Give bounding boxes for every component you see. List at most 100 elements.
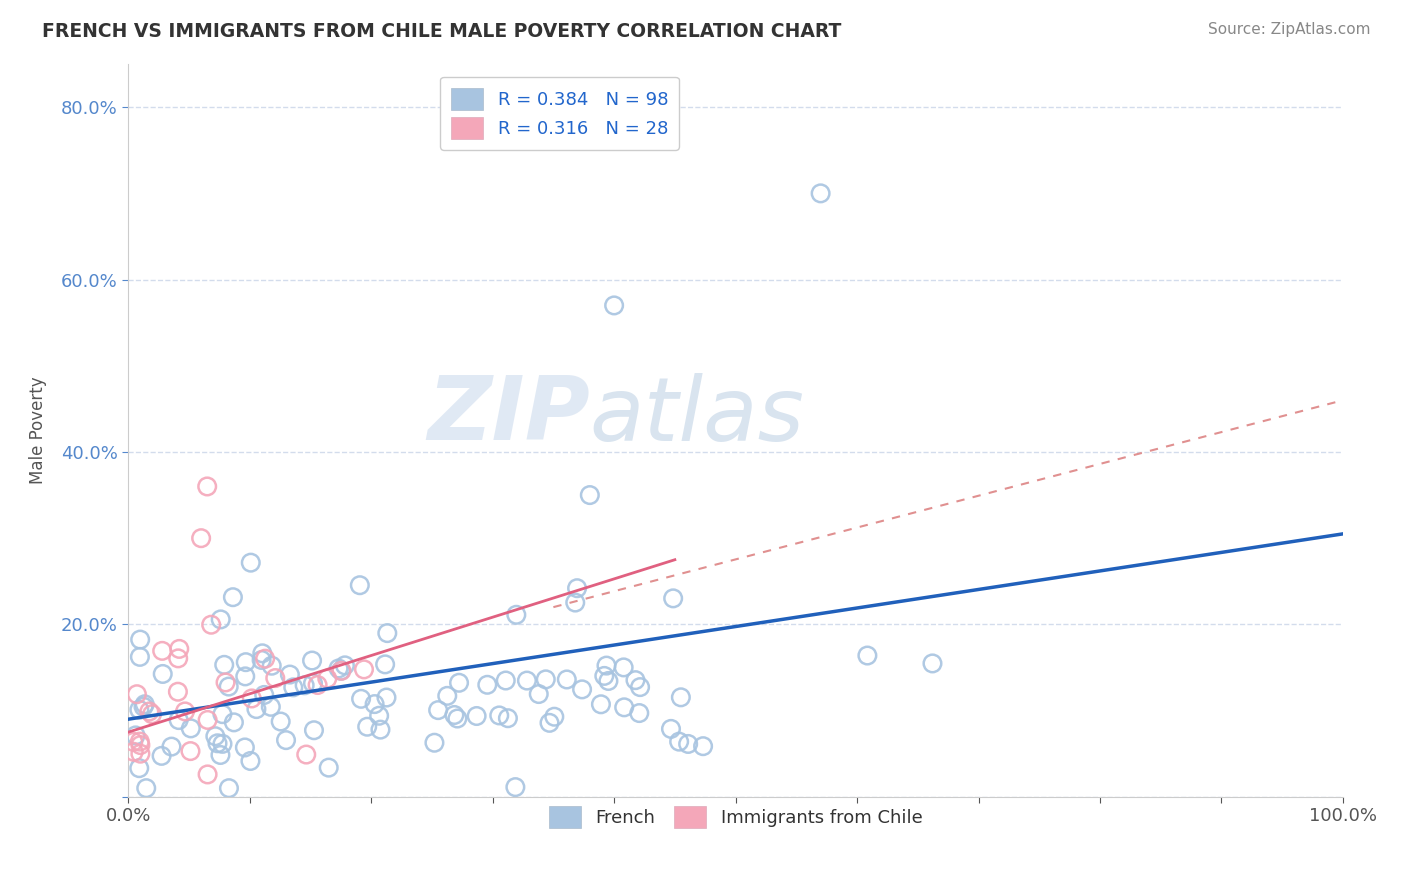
Point xyxy=(516,673,538,688)
Point xyxy=(134,698,156,712)
Point xyxy=(527,687,550,701)
Point xyxy=(333,658,356,673)
Point xyxy=(128,703,150,717)
Point xyxy=(668,734,690,748)
Point xyxy=(129,632,152,647)
Point xyxy=(160,739,183,754)
Point xyxy=(218,781,240,796)
Point xyxy=(218,680,240,694)
Point xyxy=(676,737,699,751)
Text: atlas: atlas xyxy=(591,373,804,458)
Point xyxy=(488,708,510,723)
Point xyxy=(302,723,325,738)
Point xyxy=(122,735,145,749)
Point xyxy=(152,667,174,681)
Point xyxy=(260,699,283,714)
Point xyxy=(307,678,329,692)
Point xyxy=(628,680,651,694)
Point xyxy=(423,736,446,750)
Point xyxy=(190,531,212,545)
Point xyxy=(141,707,163,722)
Point xyxy=(294,678,316,692)
Point xyxy=(135,781,157,796)
Point xyxy=(353,662,375,676)
Point xyxy=(128,761,150,775)
Point xyxy=(252,646,274,660)
Point xyxy=(921,657,943,671)
Point xyxy=(209,747,232,762)
Point xyxy=(856,648,879,663)
Point xyxy=(180,722,202,736)
Point xyxy=(132,699,155,714)
Point xyxy=(167,651,190,665)
Point xyxy=(128,734,150,748)
Point xyxy=(179,744,201,758)
Point xyxy=(538,715,561,730)
Point xyxy=(214,675,236,690)
Point xyxy=(204,729,226,743)
Point xyxy=(810,186,832,201)
Point xyxy=(571,682,593,697)
Point xyxy=(250,653,273,667)
Point xyxy=(270,714,292,729)
Point xyxy=(150,748,173,763)
Point xyxy=(505,607,527,622)
Point xyxy=(436,689,458,703)
Point xyxy=(603,298,626,312)
Point xyxy=(125,687,148,701)
Point xyxy=(443,708,465,723)
Point xyxy=(174,705,197,719)
Point xyxy=(301,654,323,668)
Point xyxy=(318,761,340,775)
Point xyxy=(595,658,617,673)
Point xyxy=(274,733,297,747)
Point xyxy=(579,488,602,502)
Point xyxy=(624,673,647,687)
Point xyxy=(264,671,287,685)
Point xyxy=(197,767,219,781)
Point xyxy=(128,649,150,664)
Point xyxy=(211,737,233,751)
Point xyxy=(167,713,190,727)
Point xyxy=(565,581,588,595)
Point xyxy=(207,736,229,750)
Point xyxy=(446,712,468,726)
Point xyxy=(233,740,256,755)
Point xyxy=(659,722,682,736)
Point xyxy=(589,698,612,712)
Point xyxy=(212,657,235,672)
Point xyxy=(669,690,692,705)
Text: ZIP: ZIP xyxy=(427,372,591,459)
Point xyxy=(374,657,396,672)
Point xyxy=(200,617,222,632)
Text: FRENCH VS IMMIGRANTS FROM CHILE MALE POVERTY CORRELATION CHART: FRENCH VS IMMIGRANTS FROM CHILE MALE POV… xyxy=(42,22,842,41)
Point xyxy=(349,578,371,592)
Point xyxy=(253,688,276,702)
Point xyxy=(222,715,245,730)
Point xyxy=(628,706,651,720)
Point xyxy=(278,667,301,681)
Point xyxy=(254,651,277,665)
Y-axis label: Male Poverty: Male Poverty xyxy=(30,376,46,484)
Legend: French, Immigrants from Chile: French, Immigrants from Chile xyxy=(541,799,929,836)
Point xyxy=(375,626,398,640)
Point xyxy=(239,556,262,570)
Point xyxy=(613,700,636,714)
Point xyxy=(496,711,519,725)
Point xyxy=(447,675,470,690)
Point xyxy=(167,641,190,656)
Point xyxy=(122,745,145,759)
Point xyxy=(363,697,385,711)
Point xyxy=(564,596,586,610)
Point xyxy=(427,703,450,717)
Point xyxy=(370,723,392,737)
Point xyxy=(167,684,190,698)
Point xyxy=(368,708,391,723)
Point xyxy=(662,591,685,606)
Point xyxy=(283,681,305,695)
Point xyxy=(138,705,160,719)
Point xyxy=(295,747,318,762)
Point xyxy=(235,655,257,669)
Point xyxy=(233,669,256,683)
Point xyxy=(534,673,557,687)
